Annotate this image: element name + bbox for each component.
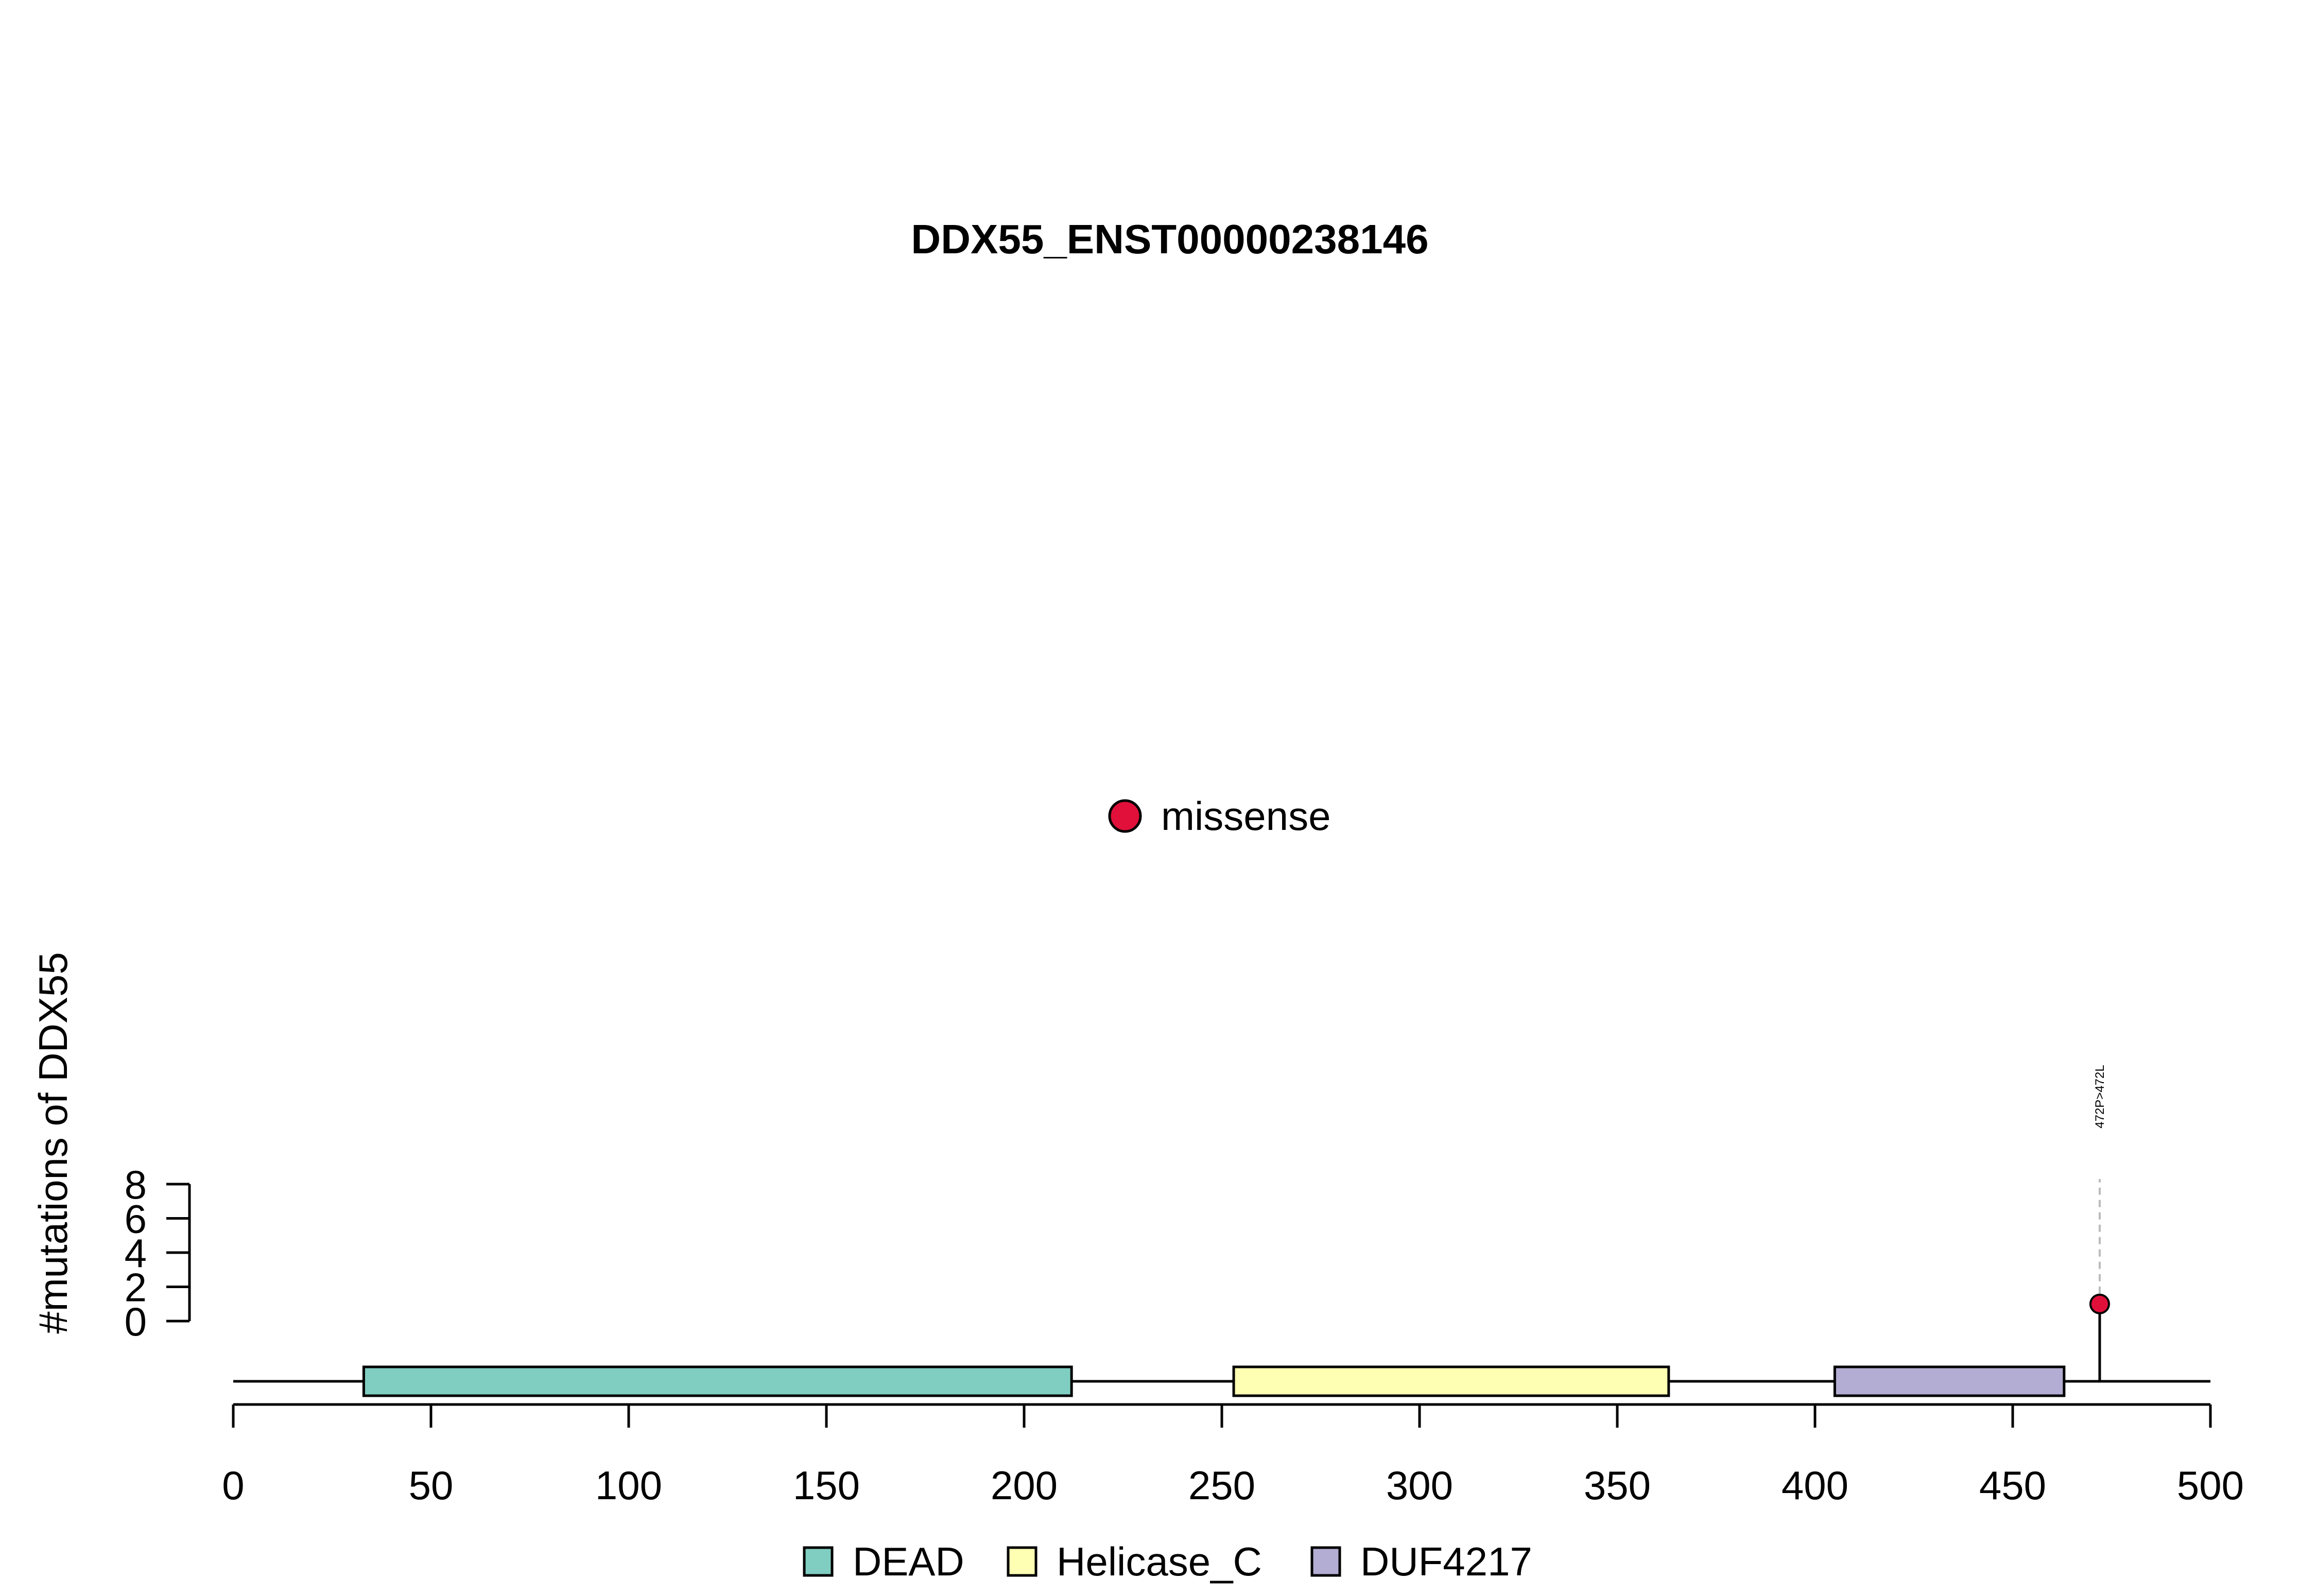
y-tick-label: 2 [125,1265,147,1310]
domain-legend: DEAD Helicase_C DUF4217 [803,1539,1532,1584]
x-tick-label: 500 [2177,1463,2244,1508]
legend-missense-label: missense [1161,793,1330,839]
legend-swatch-dead [803,1546,834,1577]
mutation-legend: missense [1108,793,1330,839]
y-tick-label: 8 [125,1162,147,1207]
legend-label-duf4217: DUF4217 [1360,1539,1532,1584]
y-tick-label: 4 [125,1230,147,1276]
legend-label-dead: DEAD [853,1539,964,1584]
y-tick-label: 6 [125,1196,147,1242]
x-tick-label: 50 [409,1463,454,1508]
legend-label-helicase_c: Helicase_C [1057,1539,1262,1584]
x-tick-label: 300 [1386,1463,1453,1508]
chart-title: DDX55_ENST00000238146 [911,216,1428,262]
x-tick-label: 200 [991,1463,1058,1508]
mutation-label: 472P>472L [2093,1065,2107,1128]
legend-missense-marker [1108,799,1142,833]
x-tick-label: 450 [1979,1463,2046,1508]
legend-swatch-helicase_c [1007,1546,1038,1577]
domain-helicase_c [1232,1365,1670,1397]
mutation-lollipops: 472P>472L [2089,1065,2110,1381]
x-tick-label: 100 [595,1463,662,1508]
domain-boxes [362,1365,2066,1397]
y-axis-label: #mutations of DDX55 [30,952,76,1333]
domain-dead [362,1365,1073,1397]
legend-swatch-duf4217 [1310,1546,1341,1577]
x-tick-label: 0 [222,1463,244,1508]
x-tick-label: 400 [1782,1463,1848,1508]
x-tick-label: 150 [793,1463,860,1508]
y-tick-label: 0 [125,1299,147,1344]
mutation-point [2089,1293,2110,1314]
domain-duf4217 [1833,1365,2066,1397]
x-tick-label: 250 [1188,1463,1255,1508]
x-tick-label: 350 [1584,1463,1651,1508]
x-axis: 0 50 100 150 200 250 300 350 400 450 500 [222,1403,2244,1508]
